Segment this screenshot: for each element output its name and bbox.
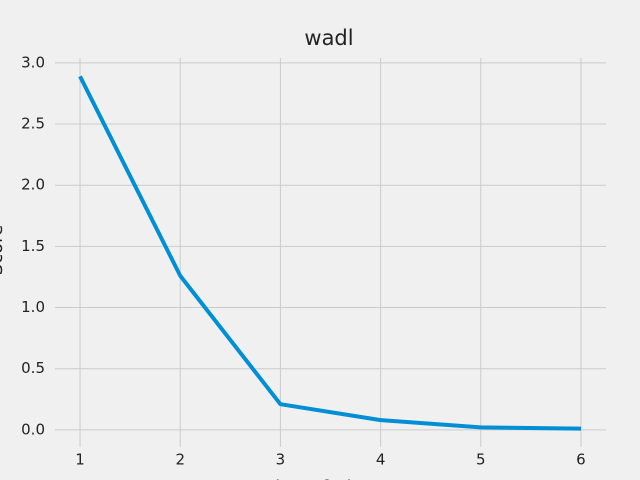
y-tick-label: 2.0 bbox=[21, 176, 45, 194]
x-axis-label: Number of Clusters bbox=[233, 477, 407, 480]
x-tick-label: 5 bbox=[476, 451, 486, 469]
chart-title: wadl bbox=[304, 26, 353, 50]
x-tick-label: 1 bbox=[75, 451, 85, 469]
y-tick-label: 2.5 bbox=[21, 115, 45, 133]
line bbox=[78, 75, 581, 431]
x-tick-label: 3 bbox=[276, 451, 286, 469]
x-tick-label: 4 bbox=[376, 451, 386, 469]
y-tick-label: 0.0 bbox=[21, 420, 45, 438]
x-tick-label: 2 bbox=[175, 451, 185, 469]
y-tick-label: 1.5 bbox=[21, 237, 45, 255]
y-axis-label: Score bbox=[0, 225, 7, 275]
y-tick-label: 1.0 bbox=[21, 298, 45, 316]
x-tick-label: 6 bbox=[576, 451, 586, 469]
y-tick-label: 3.0 bbox=[21, 53, 45, 71]
y-tick-label: 0.5 bbox=[21, 359, 45, 377]
